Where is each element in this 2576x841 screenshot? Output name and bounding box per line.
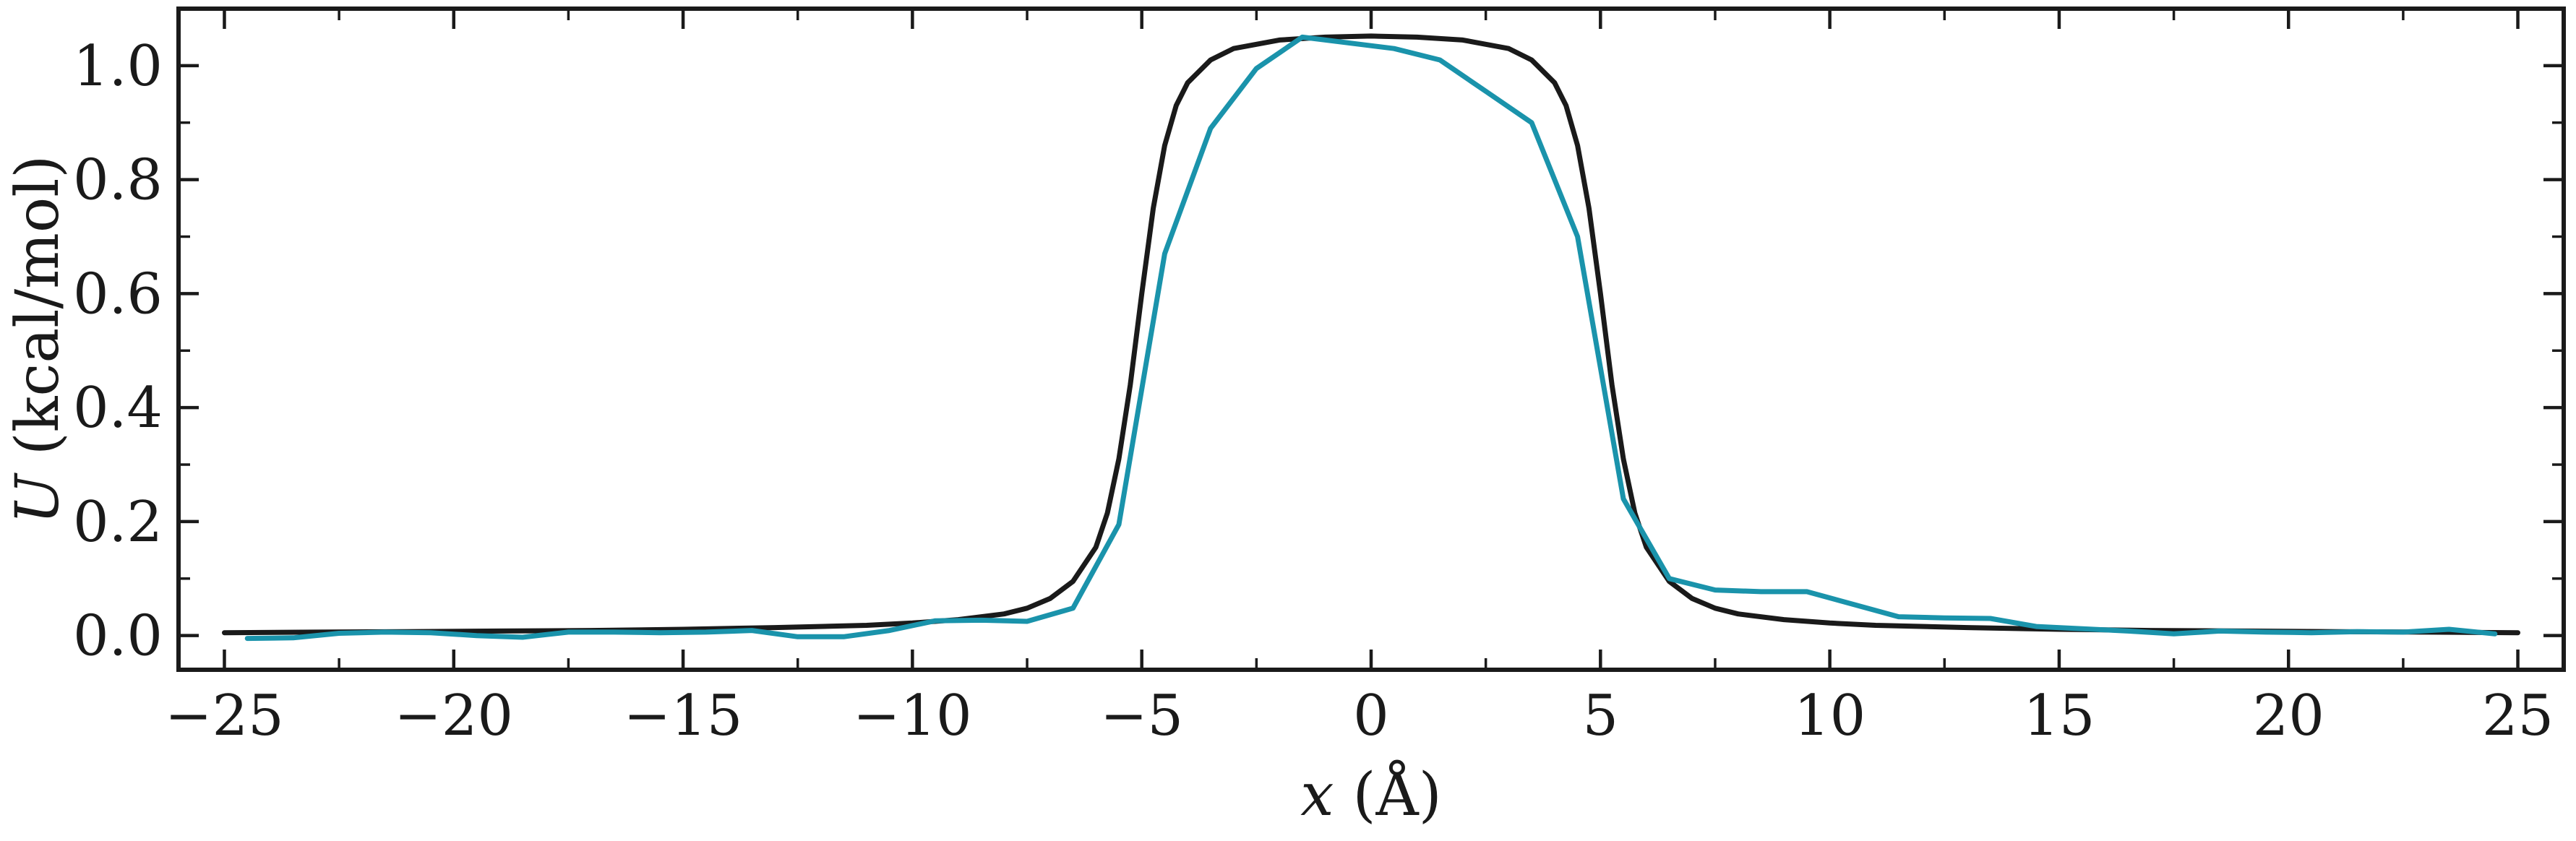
x-tick-label: −10: [853, 683, 972, 749]
plot-frame: [176, 7, 2566, 672]
series-line-data: [244, 34, 2498, 642]
y-tick-label: 0.8: [73, 148, 163, 213]
x-tick-label: 5: [1582, 683, 1618, 749]
x-tick-label: 10: [1794, 683, 1866, 749]
x-axis-label: x (Å): [1300, 759, 1442, 829]
y-axis-label-unit: (kcal/mol): [4, 155, 72, 475]
y-axis-label: U (kcal/mol): [4, 155, 72, 525]
y-tick-label: 0.4: [73, 376, 163, 441]
x-tick-label: −15: [624, 683, 743, 749]
labels-layer: −25 −20 −15 −10 −5 0 5 10 15 20 25 0.0 0.2 0.4 0.6 0.8 1…: [73, 34, 2554, 749]
x-axis-label-unit: (Å): [1334, 759, 1441, 829]
x-axis-label-var: x: [1300, 761, 1334, 829]
y-tick-label: 0.2: [73, 490, 163, 555]
x-tick-label: 20: [2253, 683, 2324, 749]
x-tick-label: −20: [394, 683, 513, 749]
x-tick-label: −5: [1100, 683, 1183, 749]
y-axis-label-var: U: [4, 472, 72, 524]
y-tick-label: 0.0: [73, 604, 163, 669]
series-layer: [222, 33, 2520, 642]
ticks-layer: [179, 7, 2564, 670]
y-tick-label: 0.6: [73, 262, 163, 327]
x-tick-label: −25: [165, 683, 284, 749]
series-line-model: [222, 33, 2520, 636]
x-tick-label: 15: [2023, 683, 2095, 749]
y-tick-label: 1.0: [73, 34, 163, 99]
x-tick-label: 0: [1353, 683, 1389, 749]
x-tick-label: 25: [2482, 683, 2554, 749]
